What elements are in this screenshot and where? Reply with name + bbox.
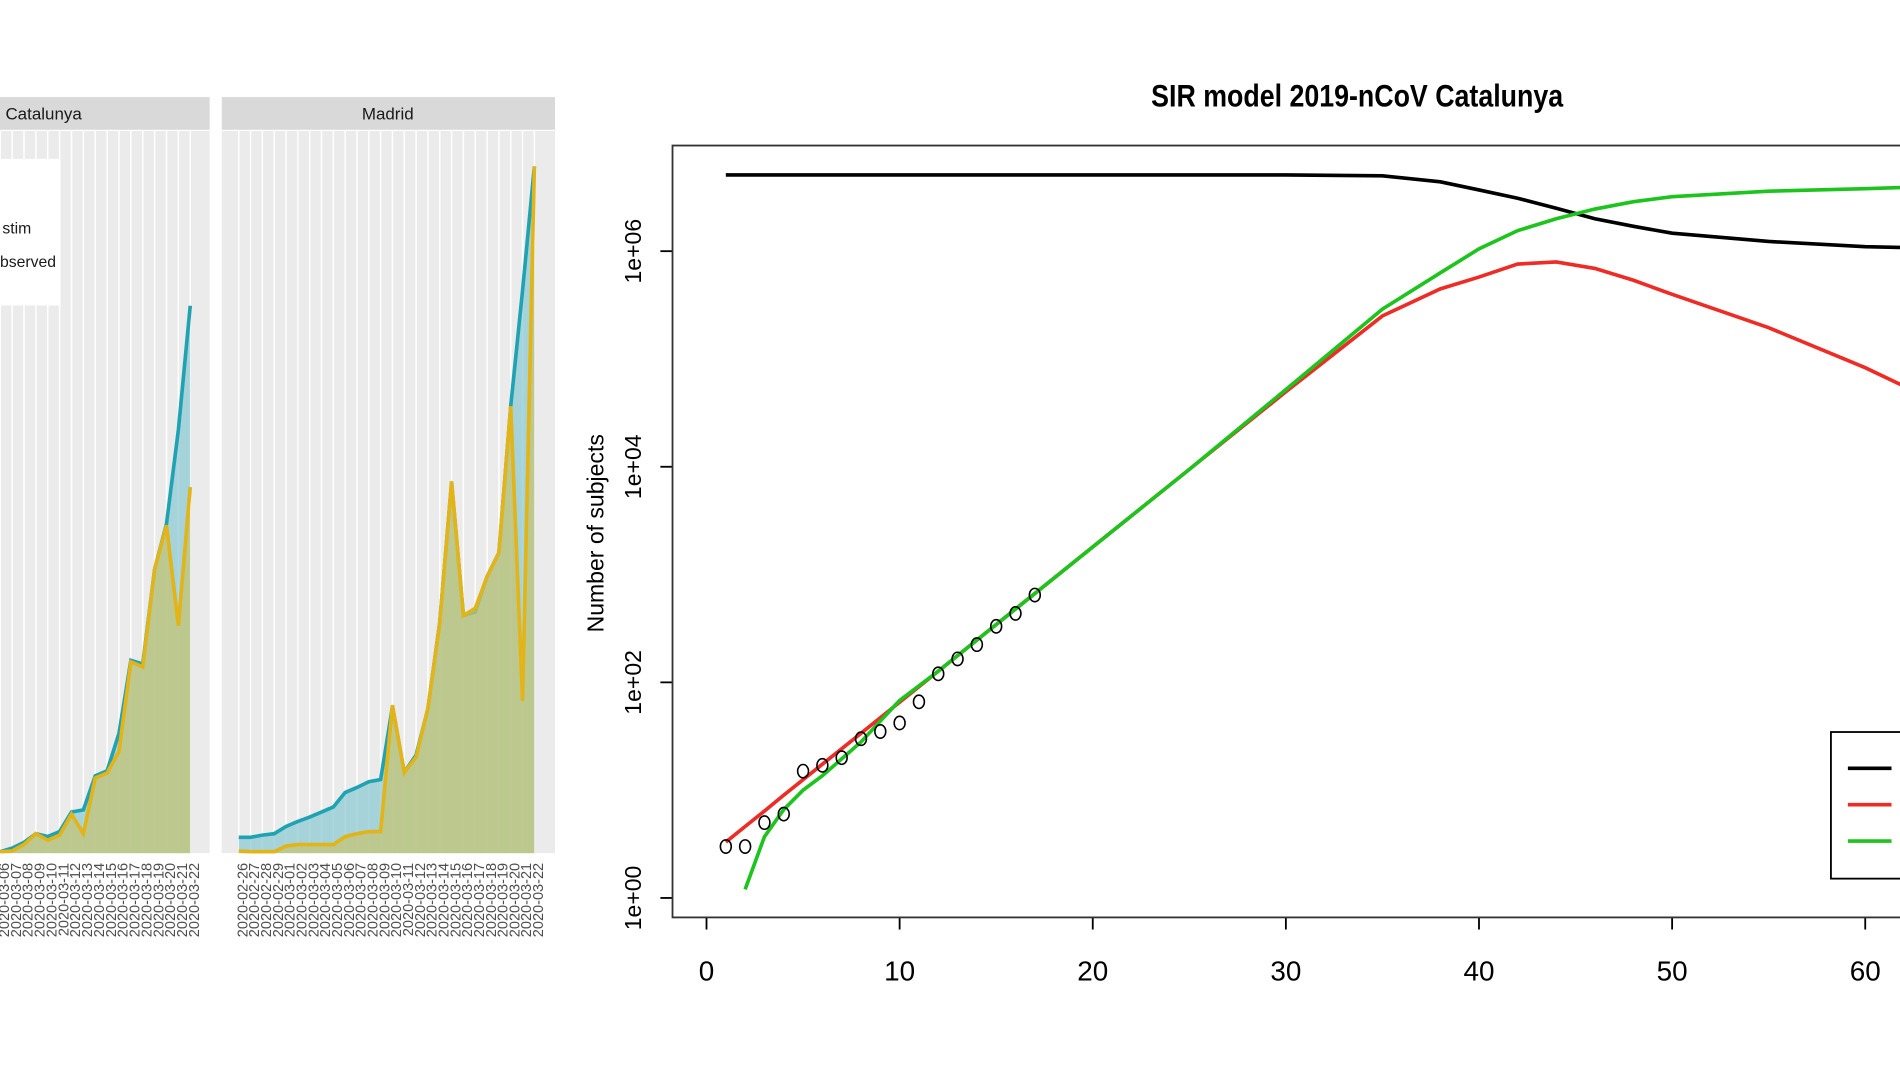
y-tick-label: 1e+04 xyxy=(620,434,646,499)
x-tick-label: 2020-03-07 xyxy=(9,863,25,937)
data-point xyxy=(951,651,964,667)
panel-title: Madrid xyxy=(362,105,414,124)
plot-frame xyxy=(671,144,1900,919)
x-tick-label: 2020-03-09 xyxy=(377,863,393,937)
x-tick-label: 50 xyxy=(1657,956,1688,987)
data-point xyxy=(970,637,984,653)
x-tick-label: 2020-03-12 xyxy=(68,863,84,937)
data-point xyxy=(835,750,848,766)
x-tick-label: 2020-03-06 xyxy=(0,863,13,937)
data-point xyxy=(719,839,733,854)
x-tick-label: 2020-03-10 xyxy=(44,863,60,937)
line xyxy=(238,166,537,854)
x-tick-label: 2020-03-17 xyxy=(128,863,144,937)
x-tick-label: 20 xyxy=(1077,956,1108,987)
data-point xyxy=(738,839,752,854)
x-tick-label: 2020-03-22 xyxy=(187,863,203,937)
data-point xyxy=(796,763,810,779)
x-tick-label: 2020-03-11 xyxy=(56,863,72,936)
x-tick-label: 2020-03-11 xyxy=(401,863,417,936)
panel-title: Catalunya xyxy=(5,105,82,124)
x-tick-label: 2020-03-17 xyxy=(472,863,488,937)
x-tick-label: 30 xyxy=(1270,956,1301,987)
legend-label: stim xyxy=(2,220,31,237)
x-tick-label: 2020-03-08 xyxy=(21,863,37,937)
data-point xyxy=(816,757,829,773)
x-tick-label: 2020-03-06 xyxy=(342,863,358,937)
data-point xyxy=(1009,605,1022,621)
x-tick-label: 2020-03-13 xyxy=(80,863,96,937)
line xyxy=(724,260,1900,844)
data-point xyxy=(777,806,790,822)
x-tick-label: 0 xyxy=(699,956,715,987)
data-point xyxy=(854,731,868,747)
x-tick-label: 2020-02-28 xyxy=(259,863,275,937)
x-tick-label: 40 xyxy=(1463,956,1494,987)
x-tick-label: 2020-03-14 xyxy=(436,863,452,937)
x-tick-label: 2020-03-14 xyxy=(92,863,108,937)
x-tick-label: 2020-03-22 xyxy=(531,863,547,937)
legend-label: bserved xyxy=(0,254,56,271)
x-tick-label: 2020-03-15 xyxy=(104,863,120,937)
area xyxy=(238,166,535,854)
x-tick-label: 2020-03-20 xyxy=(163,863,179,937)
data-point xyxy=(758,815,771,831)
data-point xyxy=(1028,587,1042,603)
x-tick-label: 2020-02-26 xyxy=(235,863,251,937)
x-tick-label: 2020-03-21 xyxy=(175,863,191,937)
x-tick-label: 2020-03-12 xyxy=(413,863,429,937)
x-tick-label: 2020-02-29 xyxy=(271,863,287,937)
x-tick-label: 2020-03-07 xyxy=(354,863,370,937)
x-tick-label: 2020-03-01 xyxy=(283,863,299,937)
data-point xyxy=(874,724,887,739)
chart-title: SIR model 2019-nCoV Catalunya xyxy=(1151,80,1564,114)
legend-box xyxy=(0,158,61,306)
x-tick-label: 2020-03-10 xyxy=(389,863,405,937)
data-point xyxy=(893,715,906,731)
y-tick-label: 1e+02 xyxy=(620,650,646,715)
x-tick-label: 2020-03-08 xyxy=(365,863,381,937)
line xyxy=(725,173,1900,250)
x-tick-label: 2020-02-27 xyxy=(247,863,263,937)
x-tick-label: 2020-03-16 xyxy=(116,863,132,937)
x-tick-label: 2020-03-04 xyxy=(318,863,334,937)
x-tick-label: 2020-03-05 xyxy=(330,863,346,937)
x-tick-label: 2020-03-15 xyxy=(448,863,464,937)
x-tick-label: 2020-03-13 xyxy=(425,863,441,937)
line xyxy=(743,185,1900,891)
data-point xyxy=(932,666,945,682)
y-tick-label: 1e+00 xyxy=(620,866,646,931)
x-tick-label: 2020-03-09 xyxy=(33,863,49,937)
area xyxy=(0,487,191,854)
y-tick-label: 1e+06 xyxy=(620,219,646,284)
x-tick-label: 10 xyxy=(884,956,915,987)
data-point xyxy=(989,618,1003,634)
data-point xyxy=(912,694,926,710)
x-tick-label: 2020-03-20 xyxy=(507,863,523,937)
panel-strip xyxy=(0,97,210,130)
panel-strip xyxy=(221,97,555,130)
x-tick-label: 60 xyxy=(1850,956,1881,987)
x-tick-label: 2020-03-02 xyxy=(295,863,311,937)
x-tick-label: 2020-03-21 xyxy=(519,863,535,937)
x-tick-label: 2020-03-03 xyxy=(306,863,322,937)
x-tick-label: 2020-03-19 xyxy=(496,863,512,937)
x-tick-label: 2020-03-18 xyxy=(484,863,500,937)
y-axis-label: Number of subjects xyxy=(582,434,608,632)
line xyxy=(0,486,193,854)
x-tick-label: 2020-03-19 xyxy=(151,863,167,937)
x-tick-label: 2020-03-16 xyxy=(460,863,476,937)
x-tick-label: 2020-03-18 xyxy=(139,863,155,937)
